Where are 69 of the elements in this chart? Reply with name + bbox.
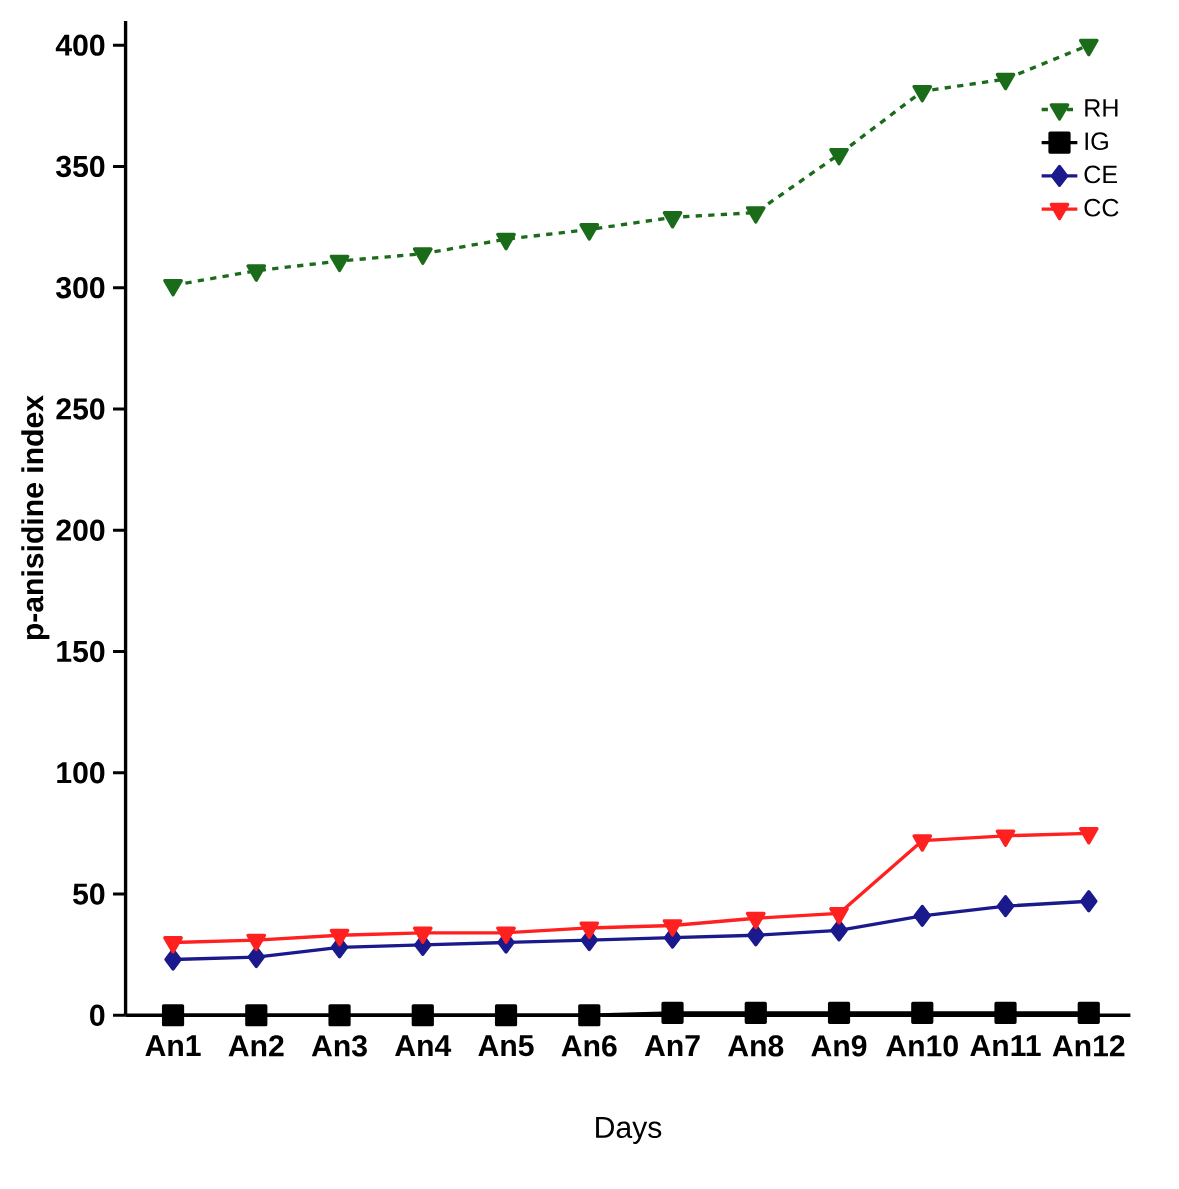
legend-label: CC — [1084, 198, 1119, 217]
point — [911, 1001, 934, 1024]
point — [997, 895, 1015, 918]
point — [413, 926, 433, 944]
legend-label: IG — [1085, 132, 1109, 151]
point — [662, 210, 683, 229]
point — [746, 206, 766, 224]
point — [747, 924, 765, 947]
y-tick-label: 0 — [90, 1004, 105, 1026]
point — [328, 1004, 351, 1027]
x-tick-label: An9 — [811, 1035, 867, 1057]
point — [164, 948, 183, 971]
x-axis-title: Days — [596, 1117, 662, 1145]
point — [329, 254, 350, 273]
y-tick-label: 250 — [56, 398, 105, 420]
point — [913, 904, 932, 927]
x-tick-label: An12 — [1052, 1035, 1125, 1057]
point — [579, 921, 600, 940]
y-tick-label: 50 — [73, 883, 105, 905]
y-tick-label: 100 — [57, 762, 105, 784]
x-tick-label: An1 — [145, 1035, 201, 1056]
y-tick-label: 150 — [57, 640, 105, 663]
x-tick-label: An4 — [395, 1035, 452, 1056]
point — [246, 933, 267, 952]
point — [1079, 38, 1099, 57]
point — [995, 829, 1016, 847]
point — [828, 1001, 851, 1024]
y-axis-title: p-anisidine index — [21, 395, 50, 640]
point — [829, 147, 850, 166]
x-tick-label: An11 — [970, 1035, 1041, 1056]
point — [413, 247, 433, 265]
point — [495, 1004, 518, 1027]
legend-label: RH — [1085, 99, 1118, 117]
point — [994, 1001, 1017, 1024]
point — [579, 223, 600, 241]
y-tick-label: 200 — [56, 519, 105, 541]
x-tick-label: An3 — [312, 1035, 368, 1057]
point — [661, 1001, 684, 1024]
y-tick-label: 300 — [56, 277, 105, 299]
point — [163, 936, 184, 954]
point — [912, 84, 933, 103]
point — [496, 926, 517, 944]
point — [411, 1004, 435, 1027]
x-tick-label: An10 — [886, 1035, 959, 1057]
point — [1080, 890, 1098, 913]
point — [746, 911, 766, 930]
point — [912, 834, 933, 852]
point — [1079, 826, 1099, 845]
point — [162, 1004, 185, 1027]
y-tick-label: 400 — [56, 34, 105, 56]
point — [245, 1004, 268, 1027]
x-tick-label: An7 — [645, 1035, 700, 1056]
point — [496, 232, 517, 251]
y-tick-label: 350 — [56, 155, 105, 178]
point — [329, 928, 350, 947]
legend-label: CE — [1084, 165, 1118, 184]
point — [830, 919, 848, 942]
point — [662, 919, 683, 937]
point — [578, 1004, 601, 1027]
point — [995, 72, 1016, 91]
point — [1077, 1001, 1101, 1024]
x-tick-label: An8 — [728, 1035, 784, 1057]
point — [246, 264, 267, 282]
point — [829, 907, 850, 925]
x-tick-label: An2 — [228, 1035, 284, 1057]
x-tick-label: An5 — [478, 1035, 534, 1057]
x-tick-label: An6 — [561, 1035, 617, 1057]
point — [163, 278, 184, 297]
point — [744, 1001, 768, 1024]
